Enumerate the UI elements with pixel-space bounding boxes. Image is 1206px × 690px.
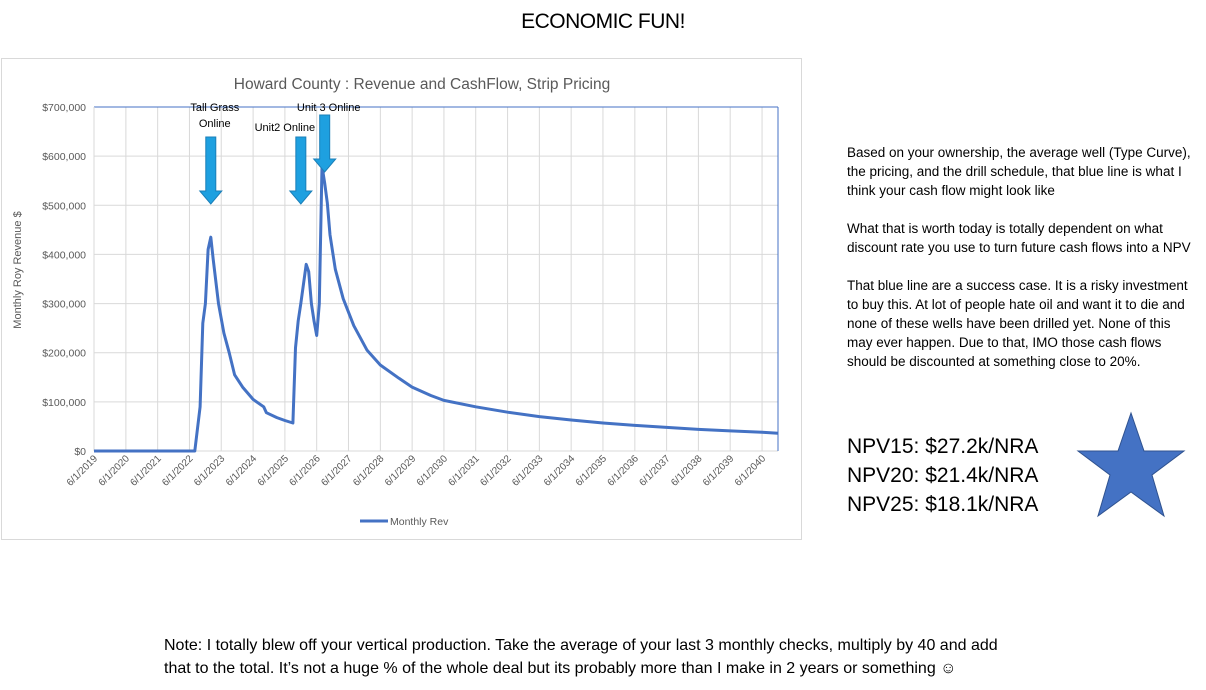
x-tick-label: 6/1/2019 <box>65 453 101 489</box>
x-tick-label: 6/1/2024 <box>224 453 260 489</box>
y-tick-label: $600,000 <box>42 151 86 163</box>
star-icon <box>1076 411 1186 518</box>
chart-title: Howard County : Revenue and CashFlow, St… <box>234 76 611 93</box>
x-tick-label: 6/1/2025 <box>256 453 292 489</box>
x-tick-label: 6/1/2027 <box>319 453 355 489</box>
annotations: Tall Grass Online Unit2 Online Unit 3 Onlin… <box>190 102 361 205</box>
commentary-paragraph: That blue line are a success case. It is… <box>847 278 1188 369</box>
revenue-chart: Howard County : Revenue and CashFlow, St… <box>12 76 779 528</box>
commentary: Based on your ownership, the average wel… <box>847 143 1197 390</box>
x-tick-label: 6/1/2038 <box>669 453 705 489</box>
x-tick-label: 6/1/2034 <box>542 453 578 489</box>
grid-lines <box>93 106 779 452</box>
npv15-value: NPV15: $27.2k/NRA <box>847 435 1039 458</box>
annotation-label: Unit 3 Online <box>297 102 361 114</box>
x-tick-label: 6/1/2023 <box>192 453 228 489</box>
y-tick-label: $100,000 <box>42 397 86 409</box>
x-tick-label: 6/1/2020 <box>97 453 133 489</box>
x-tick-label: 6/1/2031 <box>447 453 483 489</box>
slide-title: ECONOMIC FUN! <box>521 10 685 33</box>
annotation-label: Tall Grass <box>190 102 239 114</box>
footnote-line: Note: I totally blew off your vertical p… <box>164 637 998 654</box>
y-tick-label: $0 <box>74 446 86 458</box>
footnote: Note: I totally blew off your vertical p… <box>164 634 1124 680</box>
star-shape <box>1076 411 1186 518</box>
x-tick-label: 6/1/2036 <box>606 453 642 489</box>
x-tick-label: 6/1/2037 <box>637 453 673 489</box>
npv20-value: NPV20: $21.4k/NRA <box>847 464 1039 487</box>
x-tick-label: 6/1/2033 <box>510 453 546 489</box>
npv25-value: NPV25: $18.1k/NRA <box>847 493 1039 516</box>
y-tick-label: $400,000 <box>42 249 86 261</box>
x-tick-label: 6/1/2022 <box>160 453 196 489</box>
x-tick-label: 6/1/2032 <box>478 453 514 489</box>
y-tick-label: $700,000 <box>42 102 86 114</box>
legend-label: Monthly Rev <box>390 516 449 528</box>
down-arrow-icon <box>288 136 313 205</box>
series-line-monthly-rev <box>94 164 779 453</box>
down-arrow-icon <box>198 136 223 205</box>
commentary-paragraph: What that is worth today is totally depe… <box>847 221 1191 255</box>
down-arrow-icon <box>312 114 337 173</box>
y-tick-label: $500,000 <box>42 200 86 212</box>
x-tick-label: 6/1/2028 <box>351 453 387 489</box>
x-tick-label: 6/1/2035 <box>574 453 610 489</box>
annotation-label: Unit2 Online <box>255 122 316 134</box>
x-tick-label: 6/1/2030 <box>415 453 451 489</box>
y-tick-labels: $0 $100,000 $200,000 $300,000 $400,000 $500,0… <box>42 102 86 458</box>
x-tick-label: 6/1/2026 <box>287 453 323 489</box>
footnote-line: that to the total. It’s not a huge % of … <box>164 660 957 677</box>
x-tick-label: 6/1/2021 <box>128 453 164 489</box>
x-tick-label: 6/1/2039 <box>701 453 737 489</box>
commentary-paragraph: Based on your ownership, the average wel… <box>847 145 1191 198</box>
series-layer <box>94 164 779 453</box>
x-tick-label: 6/1/2029 <box>383 453 419 489</box>
x-tick-label: 6/1/2040 <box>733 453 769 489</box>
y-tick-label: $200,000 <box>42 348 86 360</box>
chart-frame: Howard County : Revenue and CashFlow, St… <box>1 58 802 540</box>
y-tick-label: $300,000 <box>42 299 86 311</box>
legend: Monthly Rev <box>360 516 449 528</box>
x-tick-labels: 6/1/20196/1/20206/1/20216/1/20226/1/2023… <box>65 453 769 489</box>
npv-summary: NPV15: $27.2k/NRA NPV20: $21.4k/NRA NPV2… <box>847 432 1038 519</box>
y-axis-label: Monthly Roy Revenue $ <box>12 211 24 328</box>
annotation-label: Online <box>199 118 231 130</box>
